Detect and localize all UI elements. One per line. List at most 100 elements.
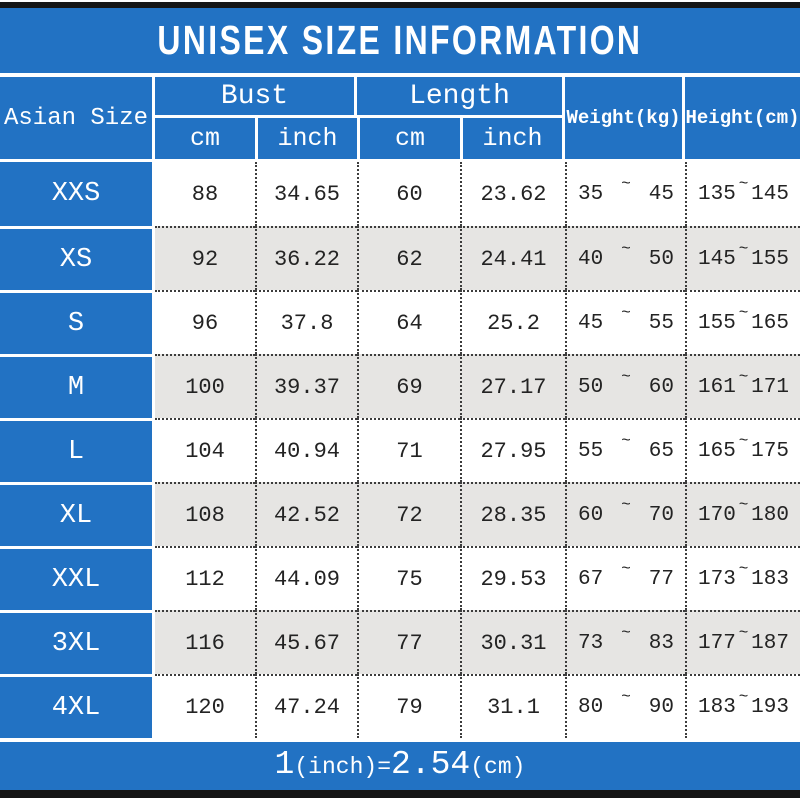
weight-range-cell: 50 ~60: [565, 354, 685, 418]
height-max: 171: [751, 375, 789, 399]
table-header: Asian Size Bust Length Weight(kg) Height…: [0, 77, 800, 159]
length-inch-cell: 24.41: [460, 226, 565, 290]
header-weight: Weight(kg): [565, 77, 685, 159]
length-cm-cell: 77: [357, 610, 460, 674]
size-cell: XXS: [0, 162, 155, 226]
height-min: 173: [698, 567, 736, 591]
bust-cm-cell: 104: [155, 418, 255, 482]
size-cell: XL: [0, 482, 155, 546]
conversion-note: 1 (inch) = 2.54 (cm): [0, 742, 800, 790]
weight-min: 35: [578, 182, 604, 206]
bust-inch-cell: 47.24: [255, 674, 357, 738]
bust-cm-cell: 88: [155, 162, 255, 226]
top-black-bar: [0, 2, 800, 8]
bust-inch-cell: 40.94: [255, 418, 357, 482]
tilde-glyph: ~: [621, 432, 631, 450]
tilde-glyph: ~: [621, 175, 631, 193]
weight-min: 50: [578, 375, 604, 399]
tilde-glyph: ~: [621, 624, 631, 642]
height-max: 175: [751, 439, 789, 463]
length-inch-cell: 27.95: [460, 418, 565, 482]
weight-min: 60: [578, 503, 604, 527]
length-cm-cell: 75: [357, 546, 460, 610]
height-range-cell: 177 ~187: [685, 610, 800, 674]
height-min: 155: [698, 311, 736, 335]
size-cell: 3XL: [0, 610, 155, 674]
title-band: UNISEX SIZE INFORMATION: [0, 8, 800, 73]
bust-cm-cell: 108: [155, 482, 255, 546]
subheader-bust-inch: inch: [255, 118, 357, 159]
size-table-body: XXS 88 34.65 60 23.62 35 ~45 135 ~145 XS 9…: [0, 162, 800, 738]
header-asian-size: Asian Size: [0, 77, 155, 159]
height-min: 161: [698, 375, 736, 399]
bust-inch-cell: 45.67: [255, 610, 357, 674]
size-cell: S: [0, 290, 155, 354]
weight-range-cell: 73 ~83: [565, 610, 685, 674]
subheader-length-cm: cm: [357, 118, 460, 159]
weight-range-cell: 45 ~55: [565, 290, 685, 354]
length-cm-cell: 69: [357, 354, 460, 418]
weight-min: 80: [578, 695, 604, 719]
length-inch-cell: 30.31: [460, 610, 565, 674]
tilde-glyph: ~: [738, 496, 749, 514]
tilde-glyph: ~: [621, 240, 631, 258]
tilde-glyph: ~: [621, 368, 631, 386]
bust-cm-cell: 120: [155, 674, 255, 738]
weight-range-cell: 67 ~77: [565, 546, 685, 610]
equals-sign: =: [377, 754, 391, 780]
tilde-glyph: ~: [621, 496, 631, 514]
weight-max: 55: [648, 311, 674, 335]
height-max: 165: [751, 311, 789, 335]
height-range-cell: 145 ~155: [685, 226, 800, 290]
conversion-inch-value: 1: [274, 746, 295, 783]
height-range-cell: 183 ~193: [685, 674, 800, 738]
length-cm-cell: 79: [357, 674, 460, 738]
weight-max: 83: [648, 631, 674, 655]
length-inch-cell: 29.53: [460, 546, 565, 610]
length-inch-cell: 25.2: [460, 290, 565, 354]
height-min: 135: [698, 182, 736, 206]
weight-range-cell: 35 ~45: [565, 162, 685, 226]
bust-inch-cell: 34.65: [255, 162, 357, 226]
tilde-glyph: ~: [738, 560, 749, 578]
bust-cm-cell: 92: [155, 226, 255, 290]
tilde-glyph: ~: [621, 560, 631, 578]
bust-cm-cell: 116: [155, 610, 255, 674]
page-title: UNISEX SIZE INFORMATION: [157, 17, 643, 63]
weight-max: 70: [648, 503, 674, 527]
tilde-glyph: ~: [738, 688, 749, 706]
bottom-edge: [0, 798, 800, 800]
height-min: 165: [698, 439, 736, 463]
size-cell: M: [0, 354, 155, 418]
subheader-length-inch: inch: [460, 118, 565, 159]
tilde-glyph: ~: [738, 432, 749, 450]
weight-max: 77: [648, 567, 674, 591]
conversion-cm-unit: (cm): [470, 754, 526, 780]
weight-max: 65: [648, 439, 674, 463]
length-inch-cell: 31.1: [460, 674, 565, 738]
height-max: 183: [751, 567, 789, 591]
size-cell: L: [0, 418, 155, 482]
weight-max: 90: [648, 695, 674, 719]
height-max: 193: [751, 695, 789, 719]
bust-inch-cell: 44.09: [255, 546, 357, 610]
height-min: 145: [698, 247, 736, 271]
header-height: Height(cm): [685, 77, 800, 159]
size-cell: XS: [0, 226, 155, 290]
weight-max: 50: [648, 247, 674, 271]
weight-range-cell: 40 ~50: [565, 226, 685, 290]
tilde-glyph: ~: [738, 368, 749, 386]
conversion-inch-unit: (inch): [294, 754, 378, 780]
tilde-glyph: ~: [738, 240, 749, 258]
height-min: 177: [698, 631, 736, 655]
bust-cm-cell: 100: [155, 354, 255, 418]
top-edge: [0, 0, 800, 2]
height-max: 145: [751, 182, 789, 206]
length-cm-cell: 72: [357, 482, 460, 546]
weight-min: 67: [578, 567, 604, 591]
length-cm-cell: 71: [357, 418, 460, 482]
tilde-glyph: ~: [621, 304, 631, 322]
height-range-cell: 165 ~175: [685, 418, 800, 482]
tilde-glyph: ~: [738, 304, 749, 322]
